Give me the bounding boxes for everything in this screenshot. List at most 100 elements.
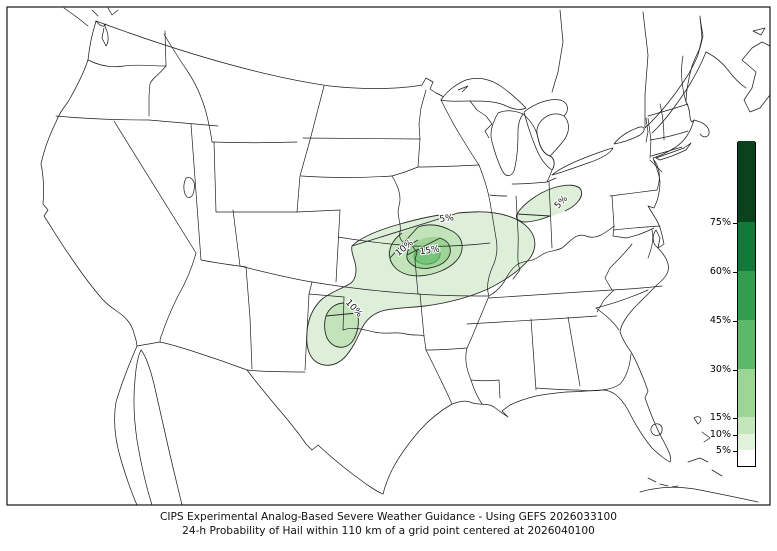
vancouver-island xyxy=(63,7,119,27)
border-lake-champlain xyxy=(645,117,649,143)
puget-sound xyxy=(95,20,109,47)
colorbar-segment-10-15 xyxy=(738,417,755,434)
colorbar-tick-label: 30% xyxy=(709,363,731,375)
contour-fill-10pct-ok xyxy=(324,303,360,348)
border-ohio-river xyxy=(488,225,615,297)
border-red-river xyxy=(342,327,425,337)
border-ms-al xyxy=(530,318,537,391)
florida-keys xyxy=(647,477,679,488)
contour-fill-5pct-ohio-valley xyxy=(516,185,582,223)
border-ma-north xyxy=(649,130,689,141)
border-42n-or-ca-nv xyxy=(55,115,219,127)
coastlines xyxy=(40,7,771,506)
cape-cod xyxy=(693,119,710,138)
border-wa-id xyxy=(164,30,167,67)
map-frame xyxy=(6,6,771,506)
border-41n-wy-co-ne xyxy=(215,209,341,213)
lake-okeechobee xyxy=(650,423,663,436)
pacific-coast xyxy=(40,20,138,506)
contour-label-15pct: 15% xyxy=(419,245,441,258)
border-va-nc-36p5 xyxy=(611,285,663,291)
border-32n-nm-tx xyxy=(246,369,306,373)
contour-lines xyxy=(306,184,583,366)
border-mo-ar-36p5 xyxy=(417,293,489,297)
border-in-oh xyxy=(548,181,553,249)
colorbar-tick-label: 5% xyxy=(715,444,731,456)
border-mississippi-river-upper xyxy=(440,99,498,349)
border-wv-va xyxy=(609,243,633,269)
canada-interior-border xyxy=(642,11,649,129)
border-45n-ny-canada xyxy=(647,103,689,117)
green-bay xyxy=(484,123,493,139)
colorbar-tick-mark xyxy=(733,320,737,322)
border-103w-nm-tx xyxy=(304,281,313,371)
border-ne-ks-40n xyxy=(337,236,413,247)
border-ky-va-wv xyxy=(604,267,613,291)
border-ga-fl xyxy=(577,353,632,392)
border-tn-nc xyxy=(596,289,615,313)
bahamas-islands xyxy=(687,416,723,477)
border-ok-ar xyxy=(419,293,425,337)
colorbar-tick-mark xyxy=(733,223,737,225)
contour-line-5pct-plains xyxy=(306,211,536,366)
border-wi-il-42p5 xyxy=(489,194,508,197)
border-co-ks-102w xyxy=(335,209,341,283)
border-ny-pa-42n xyxy=(609,189,658,197)
border-tx-ok-100w xyxy=(342,296,345,331)
border-mt-wy-45n xyxy=(211,141,298,144)
border-104w-mt-wy-east xyxy=(296,85,325,213)
border-wy-west xyxy=(213,141,217,213)
border-sd-ne-43n xyxy=(300,175,393,178)
border-ar-la-33n xyxy=(425,347,468,351)
contour-label-5pct-plains: 5% xyxy=(439,213,455,225)
colorbar-tick-label: 45% xyxy=(709,314,731,326)
border-vt-nh xyxy=(659,103,665,141)
border-ar-tx xyxy=(423,335,427,351)
border-oh-pa xyxy=(611,195,615,227)
colorbar-segment-75-100 xyxy=(738,141,755,223)
colorbar-segment-15-30 xyxy=(738,368,755,418)
border-ut-co xyxy=(232,209,241,267)
nova-scotia xyxy=(741,41,771,113)
border-ma-ct-ri xyxy=(650,146,683,157)
colorbar-tick-mark xyxy=(733,434,737,436)
contour-fill-30pct-core xyxy=(413,246,441,265)
border-ia-mn xyxy=(417,164,480,168)
border-il-in xyxy=(512,195,521,280)
border-id-mt xyxy=(163,33,213,143)
lake-huron xyxy=(523,99,568,171)
colorbar-tick-mark xyxy=(733,369,737,371)
colorbar-segment-45-60 xyxy=(738,271,755,320)
caption-subtitle: 24-h Probability of Hail within 110 km o… xyxy=(182,525,595,537)
border-nd-sd xyxy=(302,137,421,140)
colorbar-segment-60-75 xyxy=(738,222,755,271)
border-mo-ks xyxy=(414,259,419,295)
border-pa-nj xyxy=(653,159,660,191)
lake-of-the-woods xyxy=(421,77,445,101)
border-la-ms-31n xyxy=(470,379,501,399)
cuba-coast xyxy=(639,486,759,503)
great-lakes xyxy=(183,78,645,198)
border-mississippi-river-lower xyxy=(465,347,483,405)
border-id-or xyxy=(148,65,167,117)
canada-border xyxy=(95,20,423,89)
contour-line-5pct-ohio-valley xyxy=(515,184,583,223)
border-az-nm xyxy=(245,266,253,370)
gulf-atlantic-coast xyxy=(382,47,701,495)
border-al-ga xyxy=(567,316,581,387)
border-wa-or xyxy=(87,59,167,68)
border-ks-ok-37n xyxy=(311,281,419,295)
border-tx-la-sabine xyxy=(425,349,453,405)
border-ia-mo xyxy=(411,242,491,247)
border-ky-tn-36p6 xyxy=(488,289,613,299)
prince-edward-island xyxy=(752,27,766,36)
colorbar-tick-label: 15% xyxy=(709,412,731,424)
georgian-bay xyxy=(549,115,569,157)
colorbar-segment-30-45 xyxy=(738,319,755,369)
border-chesapeake xyxy=(647,229,654,259)
border-ia-sd-big-sioux xyxy=(391,166,419,177)
border-wi-mi xyxy=(469,100,493,125)
probability-colorbar xyxy=(737,141,756,467)
